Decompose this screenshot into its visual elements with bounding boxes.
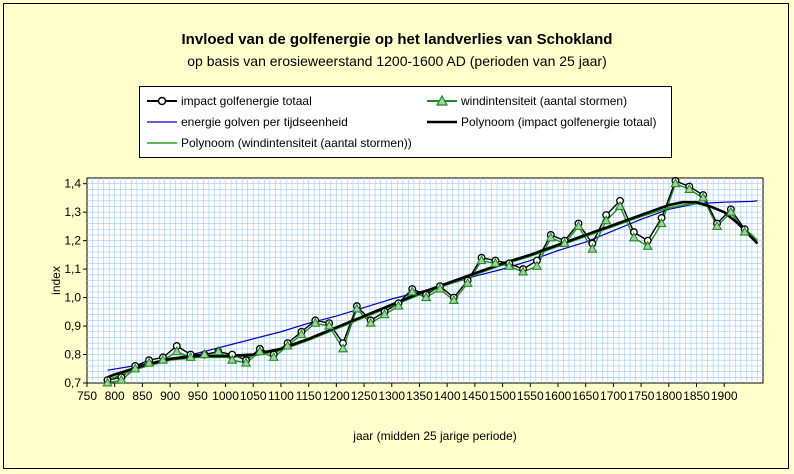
data-point-wind — [130, 363, 141, 373]
x-tick-label: 900 — [160, 389, 180, 403]
data-point-wind — [407, 286, 418, 296]
y-tick-label: 0,7 — [64, 376, 81, 390]
data-point-wind — [157, 354, 169, 364]
data-point-wind — [379, 309, 390, 319]
data-point-wind — [504, 260, 515, 270]
x-tick-label: 1700 — [600, 389, 627, 403]
data-point-wind — [684, 183, 695, 193]
x-tick-label: 750 — [77, 389, 97, 403]
data-point-wind — [642, 240, 653, 250]
chart-title: Invloed van de golfenergie op het landve… — [181, 31, 613, 48]
data-point-wind — [351, 303, 362, 313]
data-point-wind — [476, 254, 487, 265]
data-point-wind — [227, 354, 238, 364]
y-tick-label: 1,1 — [64, 262, 81, 276]
legend-label-impact: impact golfenergie totaal — [181, 94, 312, 108]
data-point-wind — [531, 260, 543, 270]
data-point-wind — [296, 328, 307, 339]
data-point-wind — [628, 232, 640, 242]
x-tick-label: 1550 — [517, 389, 544, 403]
series-line-poly-impact — [107, 200, 759, 379]
data-point-wind — [462, 277, 473, 287]
legend-swatch-impact — [147, 96, 177, 106]
x-axis-title: jaar (midden 25 jarige periode) — [352, 429, 516, 443]
data-point-wind — [656, 217, 667, 228]
data-point-wind — [420, 291, 432, 302]
data-point-wind — [143, 357, 155, 367]
data-point-wind — [517, 266, 529, 276]
data-point-wind — [739, 226, 750, 236]
x-tick-label: 800 — [105, 389, 125, 403]
data-point-wind — [254, 346, 266, 356]
data-point-wind — [573, 220, 584, 230]
x-tick-label: 1900 — [711, 389, 738, 403]
x-tick-label: 1050 — [240, 389, 267, 403]
data-point-wind — [434, 283, 446, 293]
x-tick-label: 1150 — [296, 389, 322, 403]
data-point-wind — [282, 340, 293, 350]
y-tick-label: 1,3 — [64, 205, 81, 219]
data-point-wind — [545, 232, 556, 242]
x-tick-label: 850 — [132, 389, 152, 403]
data-point-wind — [698, 192, 709, 202]
x-tick-label: 1400 — [434, 389, 461, 403]
data-point-wind — [199, 348, 210, 359]
data-point-wind — [448, 294, 459, 304]
data-point-wind — [670, 178, 681, 188]
legend-swatch-poly-wind — [147, 142, 177, 144]
y-tick-label: 0,8 — [64, 348, 81, 362]
legend-label-energie: energie golven per tijdseenheid — [181, 115, 348, 129]
y-tick-label: 1,0 — [64, 291, 81, 305]
data-point-wind — [102, 377, 113, 387]
x-tick-label: 1000 — [212, 389, 239, 403]
y-tick-label: 1,2 — [64, 234, 81, 248]
data-point-wind — [185, 351, 196, 361]
x-tick-label: 950 — [188, 389, 208, 403]
data-point-wind — [725, 206, 737, 216]
x-tick-label: 1600 — [545, 389, 572, 403]
data-point-wind — [310, 317, 321, 327]
data-point-wind — [393, 300, 404, 310]
chart-legend: impact golfenergie totaal windintensitei… — [139, 86, 672, 158]
x-tick-label: 1450 — [462, 389, 489, 403]
legend-label-wind: windintensiteit (aantal stormen) — [461, 94, 628, 108]
data-point-wind — [559, 237, 570, 248]
data-point-wind — [711, 220, 723, 230]
data-point-wind — [213, 346, 224, 356]
chart-subtitle: op basis van erosieweerstand 1200-1600 A… — [187, 53, 607, 69]
data-point-wind — [240, 357, 252, 367]
data-point-wind — [337, 343, 349, 353]
x-tick-label: 1800 — [655, 389, 682, 403]
data-point-wind — [365, 317, 376, 327]
x-tick-label: 1200 — [323, 389, 350, 403]
x-tick-label: 1750 — [628, 389, 655, 403]
legend-swatch-poly-impact — [427, 120, 457, 124]
y-tick-label: 0,9 — [64, 319, 81, 333]
data-point-wind — [614, 200, 626, 211]
data-point-wind — [268, 351, 279, 361]
x-tick-label: 1850 — [683, 389, 710, 403]
data-point-wind — [490, 257, 501, 267]
data-point-wind — [116, 374, 127, 384]
y-axis-title: index — [49, 266, 63, 295]
legend-swatch-energie — [147, 121, 177, 123]
x-tick-label: 1250 — [351, 389, 378, 403]
data-point-wind — [171, 346, 182, 356]
data-point-wind — [324, 320, 335, 330]
legend-swatch-wind — [427, 94, 457, 106]
x-tick-label: 1650 — [572, 389, 599, 403]
data-point-wind — [587, 243, 598, 253]
legend-label-poly-impact: Polynoom (impact golfenergie totaal) — [461, 115, 657, 129]
x-tick-label: 1300 — [378, 389, 405, 403]
legend-label-poly-wind: Polynoom (windintensiteit (aantal storme… — [181, 136, 412, 150]
data-point-wind — [601, 215, 612, 225]
x-tick-label: 1350 — [406, 389, 433, 403]
y-tick-label: 1,4 — [64, 177, 81, 191]
x-tick-label: 1100 — [268, 389, 294, 403]
x-tick-label: 1500 — [489, 389, 516, 403]
